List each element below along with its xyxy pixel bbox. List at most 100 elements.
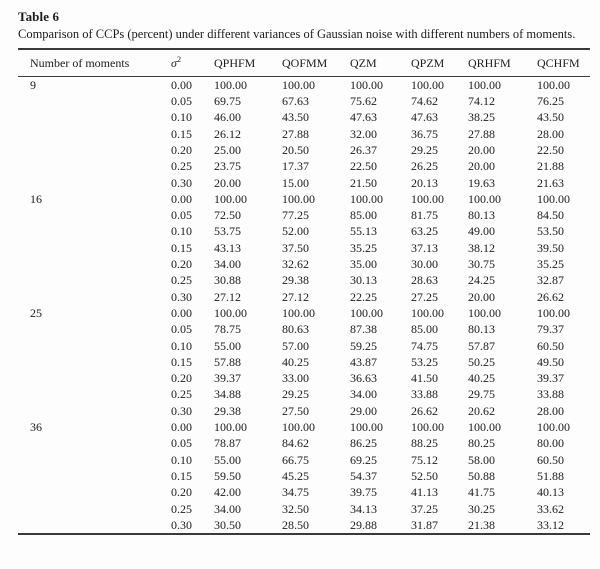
cell-value-qofmm: 100.00 — [282, 420, 315, 435]
cell-sigma: 0.15 — [171, 240, 192, 255]
table-row: 0.20 42.00 34.75 39.75 41.13 41.75 40.13 — [18, 484, 590, 500]
cell-value-qphfm: 30.88 — [214, 273, 241, 288]
cell-moments — [18, 452, 171, 468]
cell-moments — [18, 403, 171, 419]
table-row: 0.30 27.12 27.12 22.25 27.25 20.00 26.62 — [18, 289, 590, 305]
cell-sigma: 0.20 — [171, 257, 192, 272]
cell-value-qzm: 29.88 — [350, 517, 377, 532]
cell-value-qrhfm: 100.00 — [468, 420, 501, 435]
table-row: 0.15 43.13 37.50 35.25 37.13 38.12 39.50 — [18, 240, 590, 256]
cell-value-qphfm: 53.75 — [214, 224, 241, 239]
cell-value-qofmm: 29.25 — [282, 387, 309, 402]
cell-value-qzm: 47.63 — [350, 110, 377, 125]
table-row: 0.30 30.50 28.50 29.88 31.87 21.38 33.12 — [18, 517, 590, 534]
cell-moments — [18, 386, 171, 402]
cell-value-qrhfm: 41.75 — [468, 485, 495, 500]
table-row: 16 0.00 100.00 100.00 100.00 100.00 100.00 100.… — [18, 191, 590, 207]
cell-value-qrhfm: 38.25 — [468, 110, 495, 125]
cell-moments — [18, 240, 171, 256]
cell-sigma: 0.30 — [171, 289, 192, 304]
cell-value-qofmm: 43.50 — [282, 110, 309, 125]
cell-value-qphfm: 100.00 — [214, 305, 247, 320]
cell-value-qchfm: 33.88 — [537, 387, 564, 402]
table-header-row: Number of moments σ2 QPHFM QOFMM QZM QPZ… — [18, 48, 590, 77]
cell-value-qpzm: 41.50 — [411, 371, 438, 386]
cell-value-qphfm: 100.00 — [214, 420, 247, 435]
cell-value-qpzm: 37.13 — [411, 240, 438, 255]
cell-value-qofmm: 84.62 — [282, 436, 309, 451]
cell-value-qchfm: 49.50 — [537, 354, 564, 369]
cell-value-qpzm: 63.25 — [411, 224, 438, 239]
cell-value-qofmm: 77.25 — [282, 208, 309, 223]
cell-moments — [18, 93, 171, 109]
cell-value-qchfm: 100.00 — [537, 305, 570, 320]
cell-value-qphfm: 34.00 — [214, 501, 241, 516]
cell-value-qchfm: 35.25 — [537, 257, 564, 272]
cell-value-qpzm: 100.00 — [411, 191, 444, 206]
cell-moments — [18, 468, 171, 484]
cell-sigma: 0.15 — [171, 468, 192, 483]
cell-sigma: 0.00 — [171, 420, 192, 435]
cell-moments — [18, 272, 171, 288]
cell-value-qchfm: 33.62 — [537, 501, 564, 516]
cell-value-qpzm: 88.25 — [411, 436, 438, 451]
col-header-qphfm: QPHFM — [214, 48, 282, 77]
table-row: 0.15 57.88 40.25 43.87 53.25 50.25 49.50 — [18, 354, 590, 370]
cell-value-qpzm: 52.50 — [411, 468, 438, 483]
cell-value-qofmm: 37.50 — [282, 240, 309, 255]
cell-value-qofmm: 32.62 — [282, 257, 309, 272]
cell-value-qofmm: 27.50 — [282, 403, 309, 418]
cell-value-qchfm: 76.25 — [537, 94, 564, 109]
cell-moments: 9 — [30, 77, 36, 92]
cell-moments — [18, 256, 171, 272]
cell-sigma: 0.10 — [171, 452, 192, 467]
table-row: 25 0.00 100.00 100.00 100.00 100.00 100.00 100.… — [18, 305, 590, 321]
cell-moments — [18, 321, 171, 337]
cell-value-qrhfm: 49.00 — [468, 224, 495, 239]
cell-value-qrhfm: 21.38 — [468, 517, 495, 532]
cell-value-qofmm: 57.00 — [282, 338, 309, 353]
cell-sigma: 0.15 — [171, 354, 192, 369]
cell-value-qpzm: 33.88 — [411, 387, 438, 402]
cell-value-qzm: 35.25 — [350, 240, 377, 255]
sigma-superscript: 2 — [176, 53, 182, 64]
cell-moments — [18, 354, 171, 370]
cell-value-qphfm: 29.38 — [214, 403, 241, 418]
cell-value-qphfm: 25.00 — [214, 142, 241, 157]
table-row: 0.25 34.00 32.50 34.13 37.25 30.25 33.62 — [18, 501, 590, 517]
cell-value-qrhfm: 29.75 — [468, 387, 495, 402]
cell-sigma: 0.10 — [171, 338, 192, 353]
cell-value-qpzm: 27.25 — [411, 289, 438, 304]
cell-value-qphfm: 42.00 — [214, 485, 241, 500]
cell-sigma: 0.00 — [171, 77, 192, 92]
cell-sigma: 0.25 — [171, 159, 192, 174]
cell-value-qphfm: 78.75 — [214, 322, 241, 337]
cell-value-qofmm: 20.50 — [282, 142, 309, 157]
cell-value-qchfm: 26.62 — [537, 289, 564, 304]
cell-value-qrhfm: 80.13 — [468, 322, 495, 337]
table-caption-text: Comparison of CCPs (percent) under diffe… — [18, 27, 576, 41]
cell-value-qofmm: 100.00 — [282, 191, 315, 206]
cell-value-qpzm: 26.25 — [411, 159, 438, 174]
cell-value-qzm: 55.13 — [350, 224, 377, 239]
table-row: 0.10 53.75 52.00 55.13 63.25 49.00 53.50 — [18, 223, 590, 239]
cell-value-qchfm: 51.88 — [537, 468, 564, 483]
cell-value-qphfm: 100.00 — [214, 77, 247, 92]
cell-value-qrhfm: 50.88 — [468, 468, 495, 483]
cell-moments — [18, 142, 171, 158]
cell-value-qrhfm: 30.25 — [468, 501, 495, 516]
cell-value-qpzm: 37.25 — [411, 501, 438, 516]
cell-sigma: 0.30 — [171, 403, 192, 418]
cell-value-qofmm: 29.38 — [282, 273, 309, 288]
table-row: 36 0.00 100.00 100.00 100.00 100.00 100.00 100.… — [18, 419, 590, 435]
cell-value-qphfm: 34.88 — [214, 387, 241, 402]
table-row: 0.05 72.50 77.25 85.00 81.75 80.13 84.50 — [18, 207, 590, 223]
cell-value-qphfm: 20.00 — [214, 175, 241, 190]
cell-value-qpzm: 47.63 — [411, 110, 438, 125]
cell-value-qzm: 30.13 — [350, 273, 377, 288]
cell-value-qrhfm: 40.25 — [468, 371, 495, 386]
cell-sigma: 0.25 — [171, 501, 192, 516]
table-row: 0.30 20.00 15.00 21.50 20.13 19.63 21.63 — [18, 175, 590, 191]
cell-sigma: 0.25 — [171, 273, 192, 288]
cell-value-qrhfm: 24.25 — [468, 273, 495, 288]
